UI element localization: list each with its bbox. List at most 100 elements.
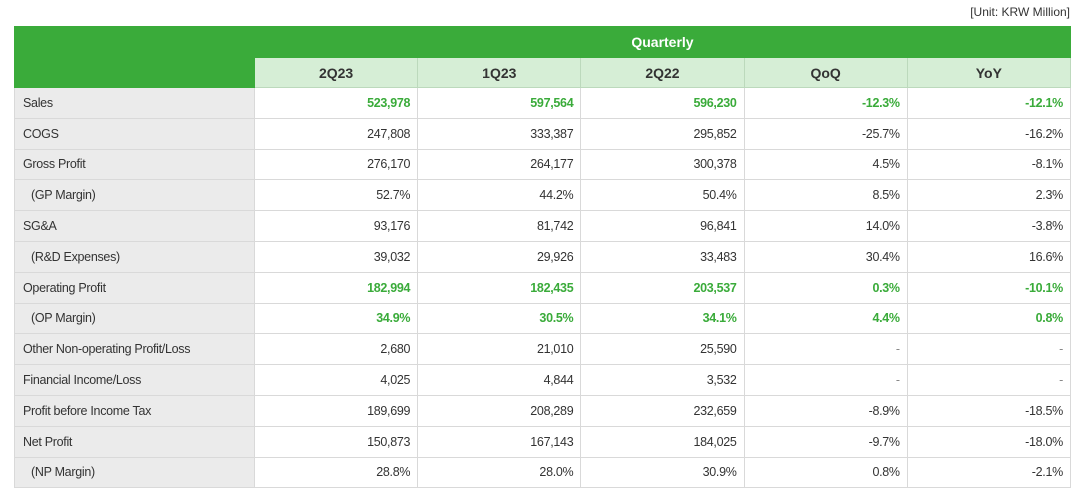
table-cell: -18.0% (907, 426, 1071, 458)
table-cell: 4.5% (744, 149, 908, 181)
table-cell: -8.1% (907, 149, 1071, 181)
table-cell: - (744, 364, 908, 396)
table-cell: 182,994 (254, 272, 419, 304)
unit-label: [Unit: KRW Million] (970, 5, 1070, 19)
table-cell: 184,025 (580, 426, 745, 458)
table-cell: 295,852 (580, 118, 745, 150)
table-cell: 2.3% (907, 179, 1071, 212)
table-cell: -3.8% (907, 210, 1071, 242)
row-label: (GP Margin) (14, 179, 255, 212)
table-cell: 208,289 (417, 395, 582, 427)
table-cell: -2.1% (907, 457, 1071, 489)
row-label: (OP Margin) (14, 303, 255, 335)
table-cell: 203,537 (580, 272, 745, 304)
table-cell: 44.2% (417, 179, 582, 212)
table-cell: 21,010 (417, 333, 582, 366)
table-cell: 28.0% (417, 457, 582, 489)
row-label: SG&A (14, 210, 255, 242)
row-label: Operating Profit (14, 272, 255, 304)
table-cell: 25,590 (580, 333, 745, 366)
table-cell: -8.9% (744, 395, 908, 427)
row-label: COGS (14, 118, 255, 150)
table-cell: 0.8% (744, 457, 908, 489)
table-cell: 596,230 (580, 87, 745, 119)
table-cell: - (907, 364, 1071, 396)
row-label: (NP Margin) (14, 457, 255, 489)
table-cell: 34.9% (254, 303, 419, 335)
table-cell: -16.2% (907, 118, 1071, 150)
column-header: 2Q22 (580, 57, 745, 88)
table-cell: 52.7% (254, 179, 419, 212)
table-cell: 30.4% (744, 241, 908, 273)
table-cell: 8.5% (744, 179, 908, 212)
table-row: Sales 523,978 597,564 596,230 -12.3% -12.1% (14, 87, 1071, 119)
table-cell: 232,659 (580, 395, 745, 427)
group-header-quarterly: Quarterly (254, 26, 1071, 58)
table-cell: 300,378 (580, 149, 745, 181)
table-row: Gross Profit 276,170 264,177 300,378 4.5% -8.… (14, 149, 1071, 181)
table-cell: 34.1% (580, 303, 745, 335)
table-cell: 2,680 (254, 333, 419, 366)
table-row: Operating Profit 182,994 182,435 203,537 0.3… (14, 272, 1071, 304)
table-cell: 50.4% (580, 179, 745, 212)
table-row: SG&A 93,176 81,742 96,841 14.0% -3.8% (14, 210, 1071, 242)
table-body: Sales 523,978 597,564 596,230 -12.3% -12.1% CO… (14, 87, 1071, 489)
table-cell: -10.1% (907, 272, 1071, 304)
table-cell: 523,978 (254, 87, 419, 119)
table-cell: 189,699 (254, 395, 419, 427)
row-label: Other Non-operating Profit/Loss (14, 333, 255, 366)
table-cell: -18.5% (907, 395, 1071, 427)
column-header: 2Q23 (253, 57, 419, 88)
table-cell: 150,873 (254, 426, 419, 458)
table-row: Other Non-operating Profit/Loss 2,680 21,0… (14, 333, 1071, 366)
row-label: Gross Profit (14, 149, 255, 181)
table-cell: 81,742 (417, 210, 582, 242)
row-label: Financial Income/Loss (14, 364, 255, 396)
table-cell: 3,532 (580, 364, 745, 396)
table-row: Financial Income/Loss 4,025 4,844 3,532- - (14, 364, 1071, 396)
table-row: Profit before Income Tax 189,699 208,289 23… (14, 395, 1071, 427)
table-row: (GP Margin) 52.7% 44.2% 50.4% 8.5% 2.3% (14, 179, 1071, 212)
table-cell: 597,564 (417, 87, 582, 119)
table-cell: -25.7% (744, 118, 908, 150)
table-cell: 30.9% (580, 457, 745, 489)
table-cell: 29,926 (417, 241, 582, 273)
table-cell: 16.6% (907, 241, 1071, 273)
table-cell: - (907, 333, 1071, 366)
table-row: COGS 247,808 333,387 295,852 -25.7% -16.2% (14, 118, 1071, 150)
table-cell: 39,032 (254, 241, 419, 273)
financial-table: Quarterly 2Q23 1Q23 2Q22 QoQ YoY Sales 52… (14, 26, 1071, 489)
table-cell: -12.1% (907, 87, 1071, 119)
table-cell: 93,176 (254, 210, 419, 242)
row-label: Profit before Income Tax (14, 395, 255, 427)
column-header: 1Q23 (417, 57, 582, 88)
table-cell: 96,841 (580, 210, 745, 242)
table-cell: 167,143 (417, 426, 582, 458)
table-row: (OP Margin) 34.9% 30.5% 34.1% 4.4% 0.8% (14, 303, 1071, 335)
table-cell: -12.3% (744, 87, 908, 119)
table-cell: 0.8% (907, 303, 1071, 335)
column-header: YoY (906, 57, 1071, 88)
table-cell: 0.3% (744, 272, 908, 304)
table-cell: 182,435 (417, 272, 582, 304)
column-header: QoQ (743, 57, 908, 88)
table-row: (NP Margin) 28.8% 28.0% 30.9% 0.8% -2.1% (14, 457, 1071, 489)
table-cell: 14.0% (744, 210, 908, 242)
row-label: Net Profit (14, 426, 255, 458)
table-cell: 264,177 (417, 149, 582, 181)
table-row: Net Profit 150,873 167,143 184,025 -9.7% -18.… (14, 426, 1071, 458)
table-cell: 28.8% (254, 457, 419, 489)
row-label: (R&D Expenses) (14, 241, 255, 273)
table-cell: -9.7% (744, 426, 908, 458)
table-cell: 276,170 (254, 149, 419, 181)
header-corner (14, 26, 255, 88)
row-label: Sales (14, 87, 255, 119)
table-cell: 4.4% (744, 303, 908, 335)
table-cell: 30.5% (417, 303, 582, 335)
table-cell: - (744, 333, 908, 366)
table-cell: 4,844 (417, 364, 582, 396)
table-cell: 4,025 (254, 364, 419, 396)
table-cell: 33,483 (580, 241, 745, 273)
table-row: (R&D Expenses) 39,032 29,926 33,483 30.4% 16.… (14, 241, 1071, 273)
table-cell: 247,808 (254, 118, 419, 150)
